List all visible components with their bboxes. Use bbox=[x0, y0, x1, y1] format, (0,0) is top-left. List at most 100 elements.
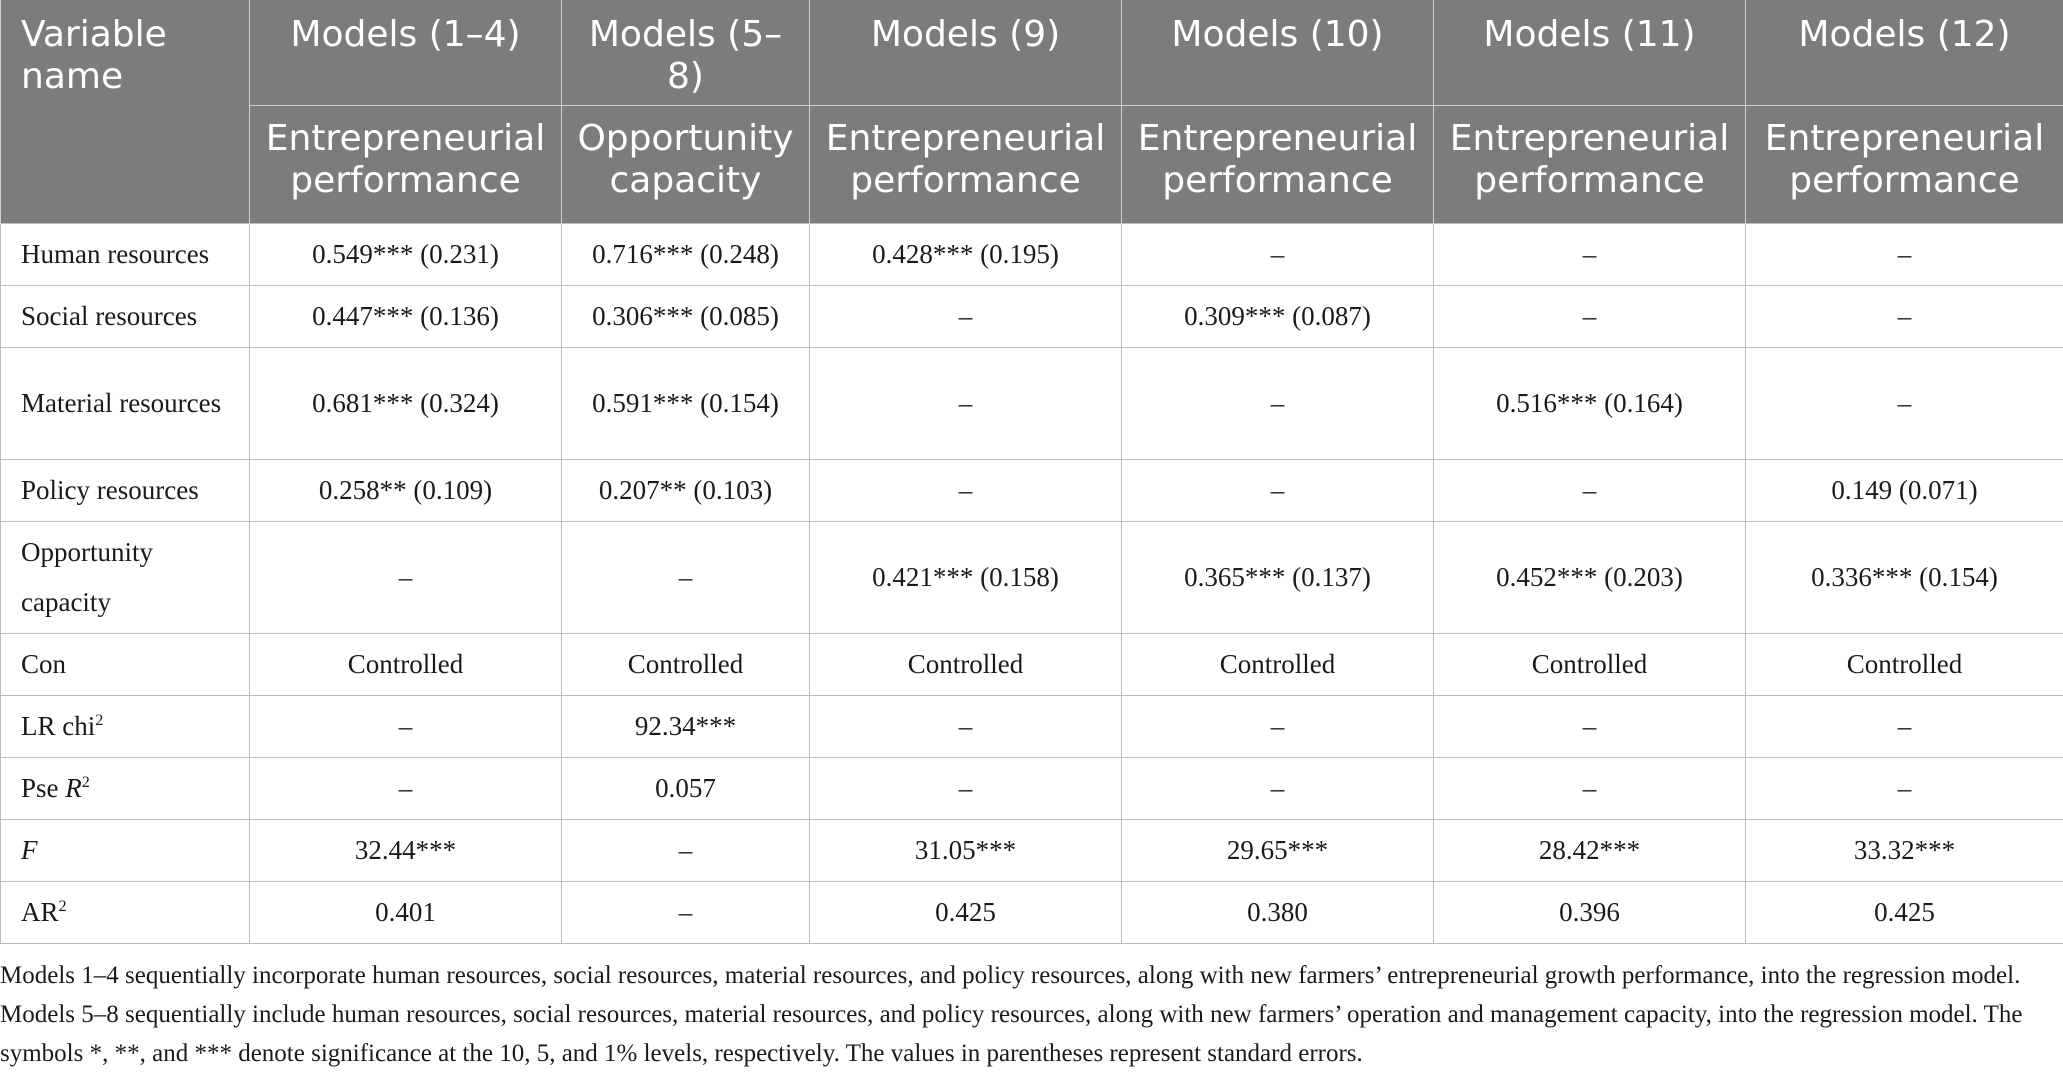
row-label: Pse R2 bbox=[1, 757, 250, 819]
table-cell: – bbox=[1434, 757, 1746, 819]
table-cell: Controlled bbox=[250, 633, 562, 695]
table-row-pse-r2: Pse R2 – 0.057 – – – – bbox=[1, 757, 2063, 819]
table-row-opportunity-capacity: Opportunity capacity – – 0.421*** (0.158… bbox=[1, 521, 2063, 633]
table-cell: 0.425 bbox=[810, 881, 1122, 943]
table-cell: – bbox=[1122, 757, 1434, 819]
subheader-models-5-8: Opportunity capacity bbox=[562, 105, 810, 223]
header-models-5-8: Models (5–8) bbox=[562, 0, 810, 105]
table-cell: – bbox=[1434, 459, 1746, 521]
table-cell: 0.396 bbox=[1434, 881, 1746, 943]
table-cell: 0.258** (0.109) bbox=[250, 459, 562, 521]
table-cell: – bbox=[810, 695, 1122, 757]
table-cell: – bbox=[562, 819, 810, 881]
row-label: Human resources bbox=[1, 223, 250, 285]
header-models-10: Models (10) bbox=[1122, 0, 1434, 105]
table-cell: 0.681*** (0.324) bbox=[250, 347, 562, 459]
table-cell: 0.447*** (0.136) bbox=[250, 285, 562, 347]
table-cell: – bbox=[1434, 285, 1746, 347]
row-label: F bbox=[1, 819, 250, 881]
table-cell: 0.309*** (0.087) bbox=[1122, 285, 1434, 347]
table-cell: – bbox=[250, 695, 562, 757]
subheader-models-12: Entrepreneurial performance bbox=[1746, 105, 2063, 223]
table-cell: Controlled bbox=[1434, 633, 1746, 695]
table-cell: 0.452*** (0.203) bbox=[1434, 521, 1746, 633]
table-row-human-resources: Human resources 0.549*** (0.231) 0.716**… bbox=[1, 223, 2063, 285]
table-row-social-resources: Social resources 0.447*** (0.136) 0.306*… bbox=[1, 285, 2063, 347]
table-cell: Controlled bbox=[810, 633, 1122, 695]
table-cell: 0.401 bbox=[250, 881, 562, 943]
subheader-models-1-4: Entrepreneurial performance bbox=[250, 105, 562, 223]
table-cell: 0.365*** (0.137) bbox=[1122, 521, 1434, 633]
subheader-models-10: Entrepreneurial performance bbox=[1122, 105, 1434, 223]
table-cell: 0.516*** (0.164) bbox=[1434, 347, 1746, 459]
subheader-models-11: Entrepreneurial performance bbox=[1434, 105, 1746, 223]
table-cell: – bbox=[1746, 223, 2063, 285]
row-label-text: AR bbox=[21, 897, 59, 927]
table-cell: – bbox=[1434, 223, 1746, 285]
table-cell: 0.549*** (0.231) bbox=[250, 223, 562, 285]
row-label-superscript: 2 bbox=[82, 773, 90, 791]
table-cell: 0.421*** (0.158) bbox=[810, 521, 1122, 633]
table-cell: – bbox=[810, 459, 1122, 521]
table-cell: – bbox=[810, 347, 1122, 459]
row-label-italic: F bbox=[21, 835, 38, 865]
row-label-text: LR chi bbox=[21, 711, 95, 741]
table-cell: Controlled bbox=[562, 633, 810, 695]
table-footnote: Models 1–4 sequentially incorporate huma… bbox=[0, 956, 2040, 1073]
header-models-1-4: Models (1–4) bbox=[250, 0, 562, 105]
row-label: LR chi2 bbox=[1, 695, 250, 757]
table-cell: 0.057 bbox=[562, 757, 810, 819]
table-cell: – bbox=[1122, 695, 1434, 757]
results-table-container: Variable name Models (1–4) Models (5–8) … bbox=[0, 0, 2063, 944]
row-label-text: Pse bbox=[21, 773, 65, 803]
row-label: Policy resources bbox=[1, 459, 250, 521]
table-cell: 0.149 (0.071) bbox=[1746, 459, 2063, 521]
table-row-con: Con Controlled Controlled Controlled Con… bbox=[1, 633, 2063, 695]
table-cell: – bbox=[1746, 757, 2063, 819]
table-cell: Controlled bbox=[1746, 633, 2063, 695]
table-cell: 0.428*** (0.195) bbox=[810, 223, 1122, 285]
header-models-11: Models (11) bbox=[1434, 0, 1746, 105]
table-cell: 0.306*** (0.085) bbox=[562, 285, 810, 347]
table-cell: 29.65*** bbox=[1122, 819, 1434, 881]
table-cell: 0.380 bbox=[1122, 881, 1434, 943]
table-cell: 33.32*** bbox=[1746, 819, 2063, 881]
table-cell: 32.44*** bbox=[250, 819, 562, 881]
table-row-ar2: AR2 0.401 – 0.425 0.380 0.396 0.425 bbox=[1, 881, 2063, 943]
table-cell: – bbox=[250, 757, 562, 819]
row-label: Social resources bbox=[1, 285, 250, 347]
table-cell: 92.34*** bbox=[562, 695, 810, 757]
table-cell: 0.716*** (0.248) bbox=[562, 223, 810, 285]
table-cell: Controlled bbox=[1122, 633, 1434, 695]
table-cell: 31.05*** bbox=[810, 819, 1122, 881]
table-row-policy-resources: Policy resources 0.258** (0.109) 0.207**… bbox=[1, 459, 2063, 521]
row-label: Material resources bbox=[1, 347, 250, 459]
table-row-material-resources: Material resources 0.681*** (0.324) 0.59… bbox=[1, 347, 2063, 459]
table-cell: – bbox=[1746, 285, 2063, 347]
row-label: Opportunity capacity bbox=[1, 521, 250, 633]
table-cell: – bbox=[810, 757, 1122, 819]
row-label-superscript: 2 bbox=[59, 897, 67, 915]
subheader-models-9: Entrepreneurial performance bbox=[810, 105, 1122, 223]
table-cell: – bbox=[1122, 223, 1434, 285]
table-cell: 0.207** (0.103) bbox=[562, 459, 810, 521]
row-label: Con bbox=[1, 633, 250, 695]
row-label-superscript: 2 bbox=[95, 711, 103, 729]
row-label: AR2 bbox=[1, 881, 250, 943]
table-cell: – bbox=[250, 521, 562, 633]
table-row-f: F 32.44*** – 31.05*** 29.65*** 28.42*** … bbox=[1, 819, 2063, 881]
table-cell: – bbox=[1122, 459, 1434, 521]
table-cell: – bbox=[562, 521, 810, 633]
table-cell: – bbox=[562, 881, 810, 943]
table-cell: – bbox=[1746, 695, 2063, 757]
table-cell: – bbox=[1434, 695, 1746, 757]
table-cell: – bbox=[1746, 347, 2063, 459]
table-cell: 0.425 bbox=[1746, 881, 2063, 943]
row-label-italic: R bbox=[65, 773, 82, 803]
header-variable-name: Variable name bbox=[1, 0, 250, 223]
header-models-9: Models (9) bbox=[810, 0, 1122, 105]
table-cell: 0.336*** (0.154) bbox=[1746, 521, 2063, 633]
table-cell: – bbox=[810, 285, 1122, 347]
table-cell: – bbox=[1122, 347, 1434, 459]
regression-results-table: Variable name Models (1–4) Models (5–8) … bbox=[0, 0, 2063, 944]
